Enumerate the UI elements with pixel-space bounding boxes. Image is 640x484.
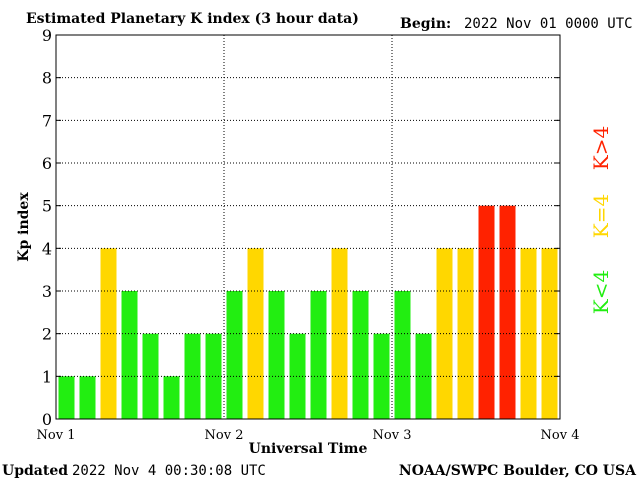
kp-bar — [247, 248, 264, 419]
kp-bar — [499, 205, 516, 419]
plot-frame — [55, 34, 561, 420]
y-tick-label: 5 — [42, 197, 52, 216]
kp-bar — [205, 333, 222, 419]
y-tick-label: 7 — [42, 111, 52, 130]
legend-equal: K=4 — [589, 194, 613, 238]
bars — [58, 205, 558, 419]
kp-bar — [394, 291, 411, 419]
kp-bar — [478, 205, 495, 419]
x-axis-label: Universal Time — [249, 441, 368, 457]
legend-low: K<4 — [589, 270, 613, 314]
kp-bar — [226, 291, 243, 419]
updated-label: Updated — [2, 463, 68, 479]
kp-bar — [520, 248, 537, 419]
kp-bar — [163, 376, 180, 419]
legend-high: K>4 — [589, 126, 613, 170]
kp-bar — [373, 333, 390, 419]
credit-text: NOAA/SWPC Boulder, CO USA — [399, 463, 637, 479]
kp-bar — [310, 291, 327, 419]
kp-bar — [415, 333, 432, 419]
x-tick-label: Nov 4 — [541, 428, 580, 443]
kp-bar — [331, 248, 348, 419]
kp-bar — [289, 333, 306, 419]
x-ticks: Nov 1 Nov 2 Nov 3 Nov 4 — [37, 428, 580, 443]
x-tick-label: Nov 1 — [37, 428, 76, 443]
grid-lines — [56, 35, 560, 419]
updated-value: 2022 Nov 4 00:30:08 UTC — [72, 463, 266, 479]
kp-bar — [268, 291, 285, 419]
y-tick-label: 2 — [42, 325, 52, 344]
kp-bar — [100, 248, 117, 419]
begin-label: Begin: — [400, 16, 451, 32]
y-tick-label: 3 — [42, 282, 52, 301]
kp-bar — [184, 333, 201, 419]
kp-bar — [79, 376, 96, 419]
kp-bar — [58, 376, 75, 419]
kp-bar — [352, 291, 369, 419]
y-tick-label: 1 — [42, 367, 52, 386]
y-tick-label: 0 — [42, 410, 52, 429]
y-tick-label: 6 — [42, 154, 52, 173]
y-axis-label: Kp index — [16, 192, 32, 262]
kp-bar — [121, 291, 138, 419]
kp-bar — [457, 248, 474, 419]
begin-value: 2022 Nov 01 0000 UTC — [464, 16, 633, 32]
y-tick-label: 9 — [42, 26, 52, 45]
chart-title: Estimated Planetary K index (3 hour data… — [26, 11, 359, 27]
kp-bar — [436, 248, 453, 419]
x-tick-label: Nov 3 — [373, 428, 412, 443]
y-tick-label: 8 — [42, 69, 52, 88]
y-tick-label: 4 — [42, 239, 52, 258]
kp-bar — [142, 333, 159, 419]
x-tick-label: Nov 2 — [205, 428, 244, 443]
